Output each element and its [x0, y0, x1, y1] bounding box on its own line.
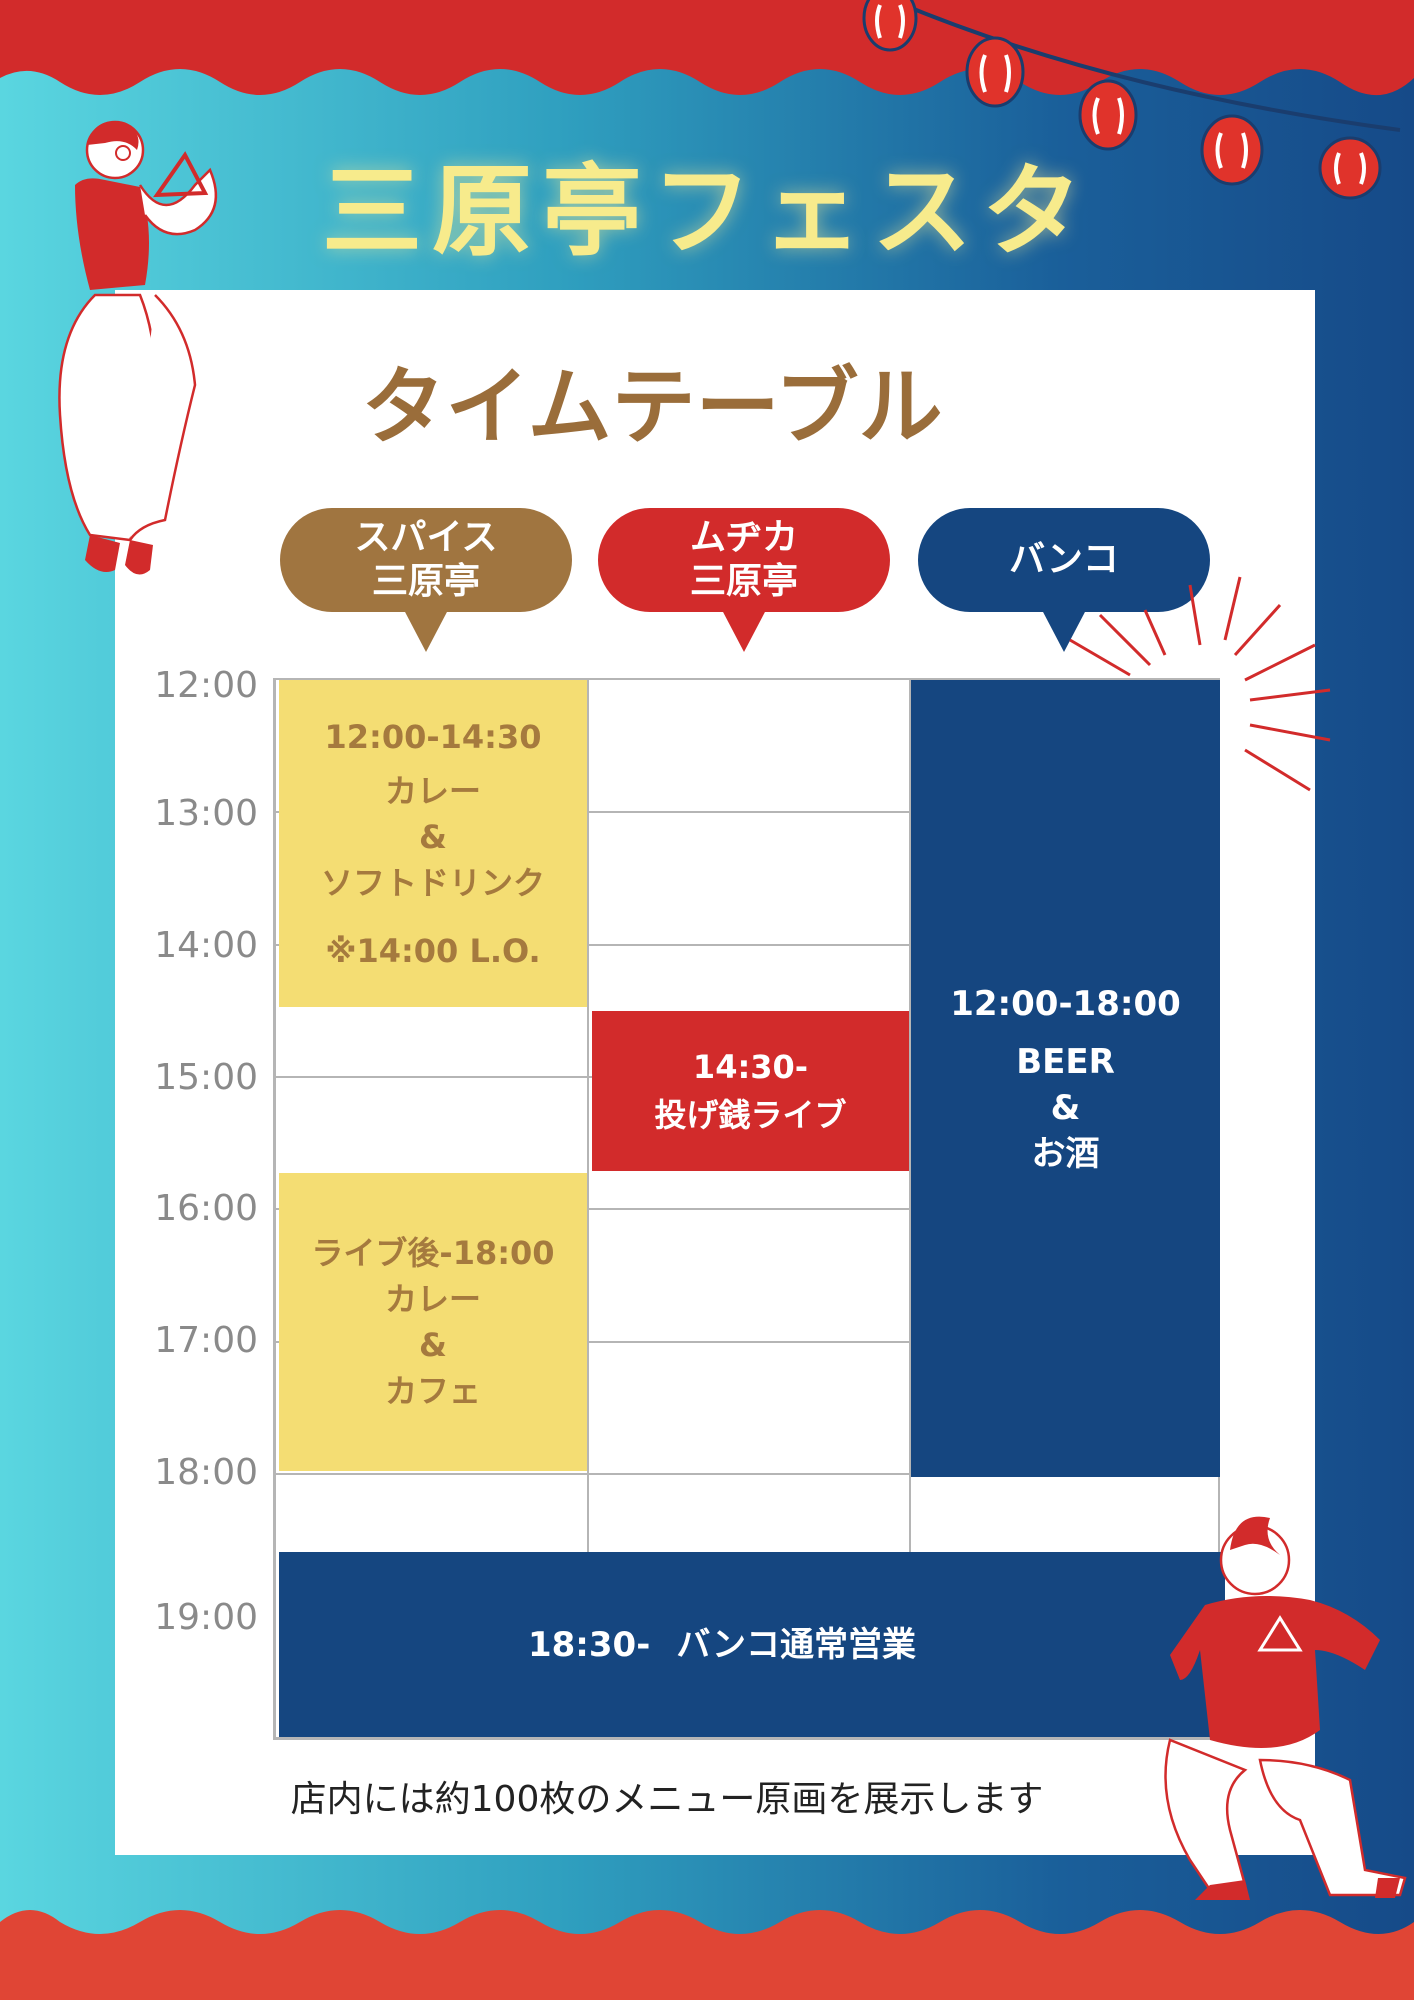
time-label-15: 15:00 — [154, 1057, 258, 1098]
block-time: 18:30- — [527, 1624, 651, 1665]
block-line: 投げ銭ライブ — [654, 1096, 847, 1134]
block-line: & — [419, 817, 447, 856]
grid-axis-bottom — [273, 1737, 1220, 1740]
woman-with-triangle-illustration — [58, 120, 218, 575]
block-line: カレー — [384, 1280, 481, 1318]
block-line: BEER — [1016, 1041, 1115, 1082]
block-line: カレー — [384, 771, 481, 810]
time-label-17: 17:00 — [154, 1320, 258, 1361]
banko-day-block: 12:00-18:00 BEER & お酒 — [911, 680, 1220, 1477]
block-line: お酒 — [1031, 1133, 1100, 1174]
grid-row-line — [273, 1341, 1220, 1343]
block-line: ソフトドリンク — [320, 863, 545, 902]
bottom-wave-border — [0, 1910, 1414, 2000]
block-line: バンコ通常営業 — [676, 1624, 917, 1665]
kneeling-man-illustration — [1164, 1516, 1407, 1900]
grid-row-line — [273, 678, 1220, 680]
time-label-18: 18:00 — [154, 1452, 258, 1493]
top-wave-border — [0, 0, 1414, 96]
footer-note: 店内には約100枚のメニュー原画を展示します — [290, 1779, 1044, 1820]
block-time: 12:00-14:30 — [324, 717, 542, 756]
timetable-heading: タイムテーブル — [361, 358, 943, 456]
block-time: ライブ後-18:00 — [311, 1234, 555, 1272]
column-header-muzika: ムヂカ 三原亭 — [598, 508, 890, 652]
time-label-12: 12:00 — [154, 665, 258, 706]
lantern-garland-icon — [862, 0, 1401, 200]
time-label-13: 13:00 — [154, 793, 258, 834]
spice-lunch-block: 12:00-14:30 カレー & ソフトドリンク ※14:00 L.O. — [279, 680, 587, 1007]
block-line: & — [1050, 1087, 1081, 1128]
grid-row-line — [273, 1208, 1220, 1210]
block-line: カフェ — [384, 1372, 481, 1410]
grid-row-line — [273, 944, 1220, 946]
festival-title: 三原亭フェスタ — [322, 153, 1092, 270]
grid-row-line — [273, 1473, 1220, 1475]
block-time: 14:30- — [692, 1048, 809, 1086]
grid-column-divider — [587, 678, 589, 1553]
column-header-spice: スパイス 三原亭 — [280, 508, 572, 652]
grid-row-line — [273, 811, 1220, 813]
time-label-16: 16:00 — [154, 1188, 258, 1229]
spice-evening-block: ライブ後-18:00 カレー & カフェ — [279, 1173, 587, 1471]
banko-night-block: 18:30- バンコ通常営業 — [279, 1552, 1225, 1737]
time-label-19: 19:00 — [154, 1597, 258, 1638]
burst-lines-icon — [1069, 576, 1331, 792]
time-label-14: 14:00 — [154, 925, 258, 966]
grid-column-divider — [909, 678, 911, 1553]
block-line: & — [419, 1326, 447, 1364]
block-time: 12:00-18:00 — [950, 983, 1181, 1024]
muzika-live-block: 14:30- 投げ銭ライブ — [592, 1011, 909, 1171]
block-note: ※14:00 L.O. — [325, 931, 541, 970]
